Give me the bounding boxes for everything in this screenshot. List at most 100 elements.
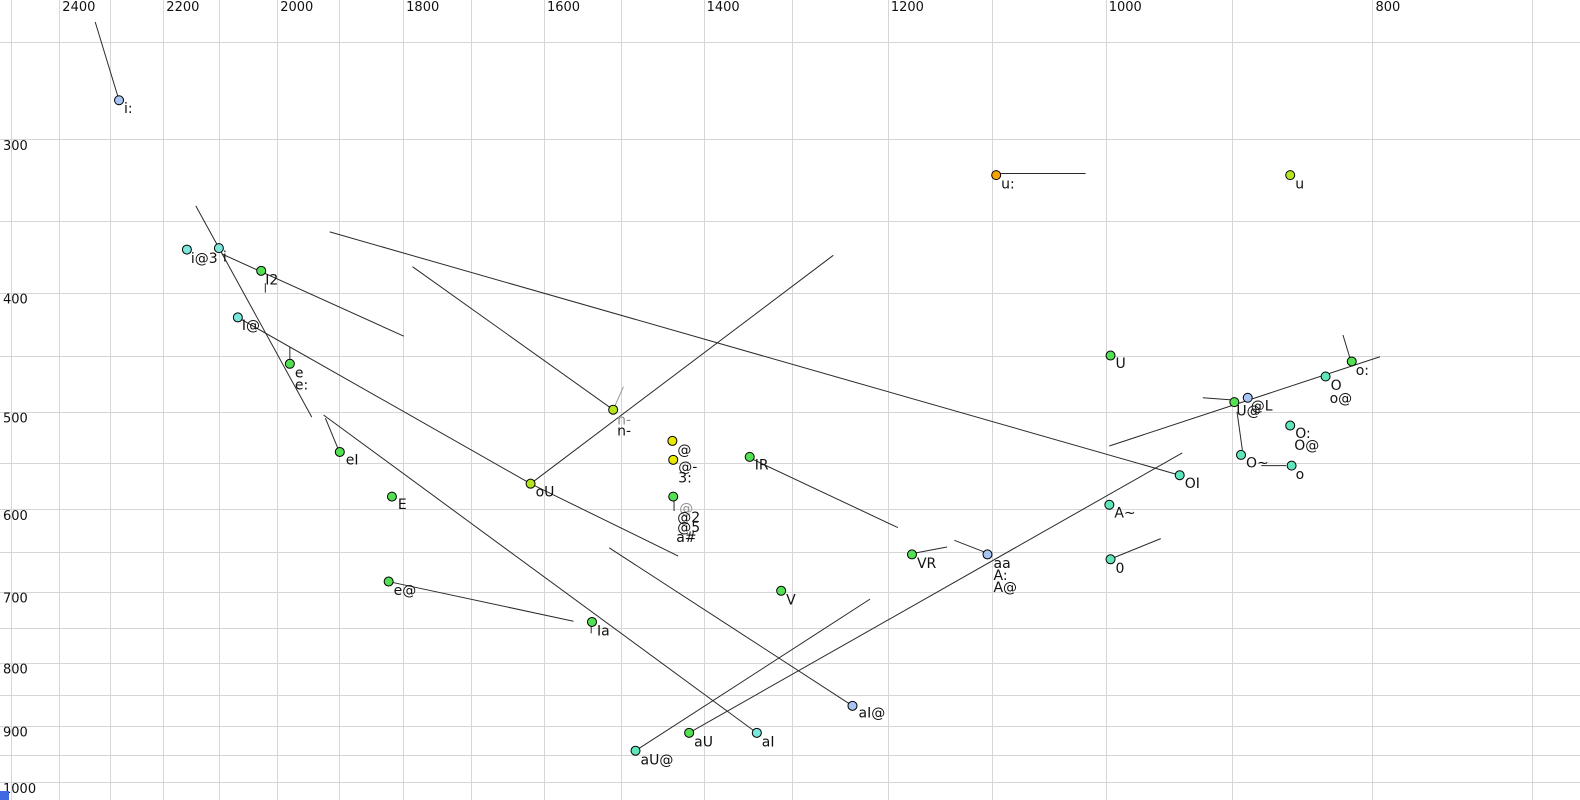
point-o[interactable] [1286,460,1297,471]
point-label-o:: o: [1356,363,1369,379]
x-axis-tick-label: 1000 [1109,0,1142,15]
line-oU-tail-up [530,254,834,485]
point-U@[interactable] [1229,397,1240,408]
line-i-shallow-line [221,253,405,337]
point-o:[interactable] [1346,356,1357,367]
point-@[interactable] [667,435,678,446]
point-label-e@: e@ [394,583,417,599]
x-axis-tick-label: 800 [1375,0,1400,15]
point-aI[interactable] [751,727,762,738]
point-label-IR: IR [755,457,769,473]
y-axis-tick-label: 300 [3,139,28,154]
point-0[interactable] [1105,554,1116,565]
point-label-aI@: aI@ [858,705,885,721]
x-axis-tick-label: 2200 [166,0,199,15]
line-oU-tail-down [530,483,679,557]
point-e@[interactable] [383,576,394,587]
point-@-[interactable] [668,454,679,465]
point-U[interactable] [1105,350,1116,361]
point-label-V: V [786,592,796,608]
line-e@-to-Ia [391,581,574,622]
line-i-steep-line [195,205,313,418]
point-O[interactable] [1320,371,1331,382]
line-U@-to-O~ [1236,411,1243,451]
line-aU-long-line [688,452,1183,734]
point-label-0: 0 [1116,561,1125,577]
point-aI@[interactable] [847,700,858,711]
line-eI-stub [324,418,340,451]
x-axis-tick-label: 1400 [707,0,740,15]
point-label-I@: I@ [242,318,260,334]
point-label-aa: aa [993,556,1010,572]
x-axis-tick-label: 2000 [280,0,313,15]
point-u[interactable] [1285,170,1296,181]
y-axis-tick-label: 1000 [3,782,36,797]
point-I@2[interactable] [668,491,679,502]
point-label-@-: 3: [678,470,692,486]
point-n-[interactable] [608,404,619,415]
point-label-e: e: [295,377,308,393]
point-O~[interactable] [1236,449,1247,460]
point-label-i@3: i@3 [191,251,218,267]
point-oU[interactable] [525,478,536,489]
point-label-I@2: @ [679,501,693,517]
point-label-U: U [1116,356,1126,372]
point-I@[interactable] [232,312,243,323]
point-label-OI: OI [1185,476,1200,492]
point-label-I@2: @2 [677,510,700,526]
point-eI[interactable] [334,446,345,457]
point-i@3[interactable] [181,244,192,255]
point-O:[interactable] [1285,420,1296,431]
point-label-o: o [1296,467,1305,483]
x-axis-tick-label: 1800 [406,0,439,15]
line-VR-tail [911,546,948,555]
point-OI[interactable] [1174,470,1185,481]
line-I@-to-oU [237,317,531,485]
corner-resize-grip[interactable] [0,791,9,800]
point-label-n-: n- [617,412,631,428]
line-aa-lead [954,539,987,554]
line-IR-tail [749,457,899,529]
point-E[interactable] [386,491,397,502]
point-IR[interactable] [744,451,755,462]
point-label-A~: A~ [1114,505,1135,521]
point-u:[interactable] [991,170,1002,181]
point-label-U@: U@ [1236,404,1260,420]
point-label-O: o@ [1330,391,1353,407]
line-aI-line [323,414,758,734]
point-label-@-: @- [678,459,697,475]
point-label-O: O [1331,378,1342,394]
point-label-O~: O~ [1246,456,1269,472]
x-axis-tick-label: 1600 [547,0,580,15]
point-e[interactable] [284,358,295,369]
point-label-@L: @L [1251,398,1273,414]
point-V[interactable] [776,585,787,596]
point-label-i: i [223,250,227,266]
point-label-e: e [295,365,304,381]
point-@L[interactable] [1242,392,1253,403]
y-axis-tick-label: 600 [3,509,28,524]
point-Ia[interactable] [586,616,597,627]
line-o-colon-stub [1342,334,1351,360]
y-axis-tick-label: 500 [3,412,28,427]
point-aU@[interactable] [630,745,641,756]
y-axis-tick-label: 900 [3,726,28,741]
axis-tick-labels: 2400 2200 2000 1800 1600 1400 1200 1000 800 300 40… [3,0,1400,797]
y-axis-tick-label: 800 [3,663,28,678]
point-VR[interactable] [906,549,917,560]
line-aI@-line [608,547,853,707]
point-I2[interactable] [256,265,267,276]
y-axis-tick-label: 400 [3,292,28,307]
point-label-VR: VR [917,556,937,572]
point-i:[interactable] [114,95,125,106]
point-aa[interactable] [982,549,993,560]
point-label-aU@: aU@ [641,752,674,768]
point-aU[interactable] [684,727,695,738]
point-A~[interactable] [1104,499,1115,510]
x-axis-tick-label: 1200 [891,0,924,15]
point-i[interactable] [213,243,224,254]
